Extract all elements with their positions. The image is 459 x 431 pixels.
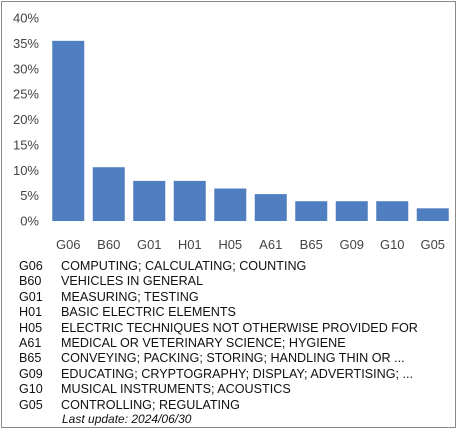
y-tick-label: 15% — [13, 137, 39, 152]
legend-description: CONVEYING; PACKING; STORING; HANDLING TH… — [61, 351, 405, 366]
legend-code: B60 — [19, 274, 42, 289]
bar-chart: 0% 5% 10% 15% 20% 25% 30% 35% 40% G06 B60 G01 H01 H0… — [13, 11, 449, 252]
bar-g10 — [376, 201, 409, 221]
y-tick-label: 10% — [13, 163, 39, 178]
legend-code: G01 — [19, 289, 43, 304]
bar-b60 — [92, 167, 125, 221]
bar-g05 — [416, 208, 449, 221]
legend-item: G10 MUSICAL INSTRUMENTS; ACOUSTICS — [19, 382, 449, 397]
legend-code: G05 — [19, 397, 43, 412]
x-tick-label: G09 — [339, 237, 364, 252]
bar-h01 — [173, 180, 206, 221]
legend-code: G10 — [19, 382, 43, 397]
y-tick-label: 35% — [13, 36, 39, 51]
bar-g06 — [52, 40, 85, 222]
bar-h05 — [214, 188, 247, 221]
legend-code: G06 — [19, 259, 43, 273]
x-tick-label: B60 — [97, 237, 120, 252]
category-legend: G06 COMPUTING; CALCULATING; COUNTING B60 VE… — [19, 259, 449, 413]
legend-item: G05 CONTROLLING; REGULATING — [19, 398, 449, 413]
y-tick-label: 5% — [20, 188, 39, 203]
legend-description: MEDICAL OR VETERINARY SCIENCE; HYGIENE — [61, 335, 346, 350]
legend-item: H05 ELECTRIC TECHNIQUES NOT OTHERWISE PRO… — [19, 321, 449, 336]
legend-item: B60 VEHICLES IN GENERAL — [19, 274, 449, 289]
x-tick-label: B65 — [300, 237, 323, 252]
y-tick-label: 20% — [13, 112, 39, 127]
legend-code: A61 — [19, 335, 42, 350]
y-axis-ticks: 0% 5% 10% 15% 20% 25% 30% 35% 40% — [13, 11, 39, 229]
legend-description: MEASURING; TESTING — [61, 289, 199, 304]
bar-g01 — [133, 180, 166, 221]
x-tick-label: H05 — [218, 237, 242, 252]
y-tick-label: 30% — [13, 61, 39, 76]
bar-g09 — [335, 201, 368, 221]
legend-code: H05 — [19, 320, 43, 335]
legend-code: G09 — [19, 366, 43, 381]
legend-code: H01 — [19, 305, 43, 320]
y-tick-label: 25% — [13, 87, 39, 102]
legend-description: ELECTRIC TECHNIQUES NOT OTHERWISE PROVID… — [61, 320, 418, 335]
bars — [52, 40, 449, 222]
bar-a61 — [254, 194, 287, 221]
legend-item: H01 BASIC ELECTRIC ELEMENTS — [19, 305, 449, 320]
legend-item: B65 CONVEYING; PACKING; STORING; HANDLING… — [19, 351, 449, 366]
x-tick-label: A61 — [259, 237, 282, 252]
x-tick-label: G06 — [56, 237, 81, 252]
x-tick-label: G05 — [420, 237, 445, 252]
legend-description: VEHICLES IN GENERAL — [61, 274, 204, 289]
legend-description: EDUCATING; CRYPTOGRAPHY; DISPLAY; ADVERT… — [61, 366, 414, 381]
y-tick-label: 40% — [13, 11, 39, 26]
y-tick-label: 0% — [20, 214, 39, 229]
legend-description: CONTROLLING; REGULATING — [61, 397, 240, 412]
legend-item: G01 MEASURING; TESTING — [19, 290, 449, 305]
x-tick-label: G10 — [380, 237, 405, 252]
bar-b65 — [295, 201, 328, 221]
legend-description: MUSICAL INSTRUMENTS; ACOUSTICS — [61, 382, 291, 397]
legend-description: BASIC ELECTRIC ELEMENTS — [61, 305, 236, 320]
legend-description: COMPUTING; CALCULATING; COUNTING — [61, 259, 307, 273]
legend-item: A61 MEDICAL OR VETERINARY SCIENCE; HYGIEN… — [19, 336, 449, 351]
x-tick-label: G01 — [137, 237, 162, 252]
legend-code: B65 — [19, 351, 42, 366]
legend-item: G06 COMPUTING; CALCULATING; COUNTING — [19, 259, 449, 274]
x-tick-label: H01 — [178, 237, 202, 252]
legend-item: G09 EDUCATING; CRYPTOGRAPHY; DISPLAY; ADV… — [19, 367, 449, 382]
last-update-label: Last update: 2024/06/30 — [62, 412, 192, 426]
x-axis-ticks: G06 B60 G01 H01 H05 A61 B65 G09 G10 G05 — [56, 237, 445, 252]
